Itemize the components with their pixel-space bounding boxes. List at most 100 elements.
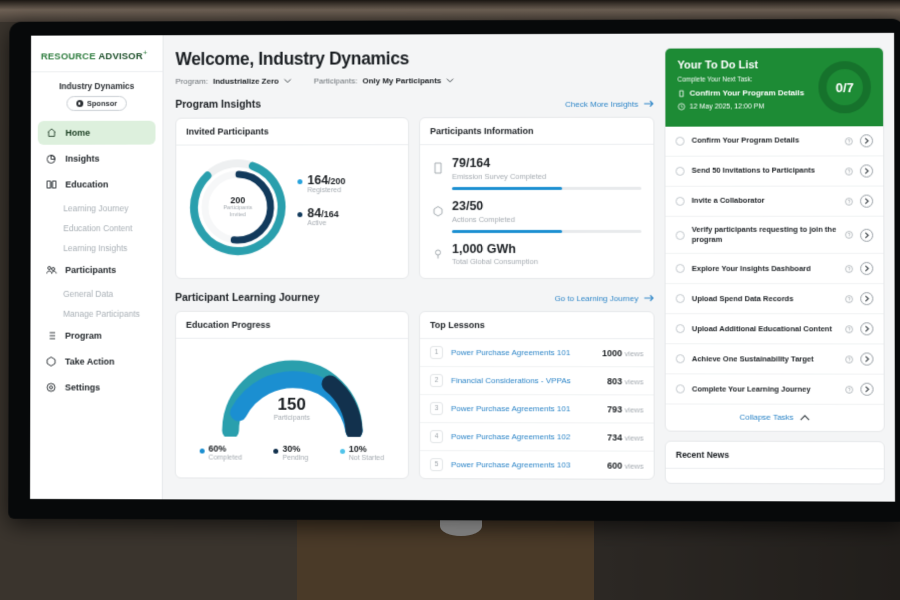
collapse-tasks-button[interactable]: Collapse Tasks xyxy=(666,405,884,432)
checkbox-icon[interactable] xyxy=(675,294,685,304)
donut-center-caption-1: Participants xyxy=(223,205,253,212)
checkbox-icon[interactable] xyxy=(675,230,685,240)
sidebar-subitem-learning-journey[interactable]: Learning Journey xyxy=(63,203,129,214)
donut-row: 200 Participants Invited xyxy=(186,155,398,259)
sponsor-badge-wrap: Sponsor xyxy=(31,96,163,119)
todo-item-go-button[interactable] xyxy=(860,194,874,208)
checkbox-icon[interactable] xyxy=(675,384,685,394)
checkbox-icon[interactable] xyxy=(675,166,685,176)
todo-item[interactable]: Achieve One Sustainability Target xyxy=(665,344,884,375)
list-icon xyxy=(45,330,57,342)
sidebar-item-label: Participants xyxy=(65,265,117,276)
sidebar-item-label: Program xyxy=(65,330,102,341)
sidebar-subitem-general-data[interactable]: General Data xyxy=(63,289,114,300)
todo-item-go-button[interactable] xyxy=(860,292,874,306)
todo-header: Your To Do List Complete Your Next Task:… xyxy=(665,47,884,127)
todo-item[interactable]: Invite a Collaborator xyxy=(665,186,884,217)
table-row[interactable]: 3 Power Purchase Agreements 101 793 view… xyxy=(419,395,654,424)
sidebar-item-participants[interactable]: Participants xyxy=(37,258,155,282)
checkbox-icon[interactable] xyxy=(675,354,685,364)
todo-item-go-button[interactable] xyxy=(859,164,874,178)
todo-item[interactable]: Verify participants requesting to join t… xyxy=(665,216,884,255)
help-icon[interactable] xyxy=(845,231,853,239)
pie-chart-icon xyxy=(46,153,58,165)
checkbox-icon[interactable] xyxy=(675,196,685,206)
checkbox-icon[interactable] xyxy=(675,324,685,334)
table-row[interactable]: 1 Power Purchase Agreements 101 1000 vie… xyxy=(419,339,654,368)
participants-filter-value: Only My Participants xyxy=(362,76,442,86)
checkbox-icon[interactable] xyxy=(675,136,685,146)
chevron-right-icon xyxy=(864,231,870,238)
recent-news-title: Recent News xyxy=(665,441,884,470)
todo-item-go-button[interactable] xyxy=(860,322,874,336)
action-icon xyxy=(432,204,444,218)
sidebar-item-settings[interactable]: Settings xyxy=(37,376,155,400)
card-title: Participants Information xyxy=(420,117,654,146)
todo-item-go-button[interactable] xyxy=(860,352,874,366)
invited-participants-card: Invited Participants xyxy=(175,117,410,280)
donut-center-caption-2: Invited xyxy=(229,212,246,219)
filter-bar: Program: Industrialize Zero Participants… xyxy=(175,76,654,86)
brand-logo[interactable]: RESOURCE ADVISOR+ xyxy=(30,43,163,73)
lesson-name[interactable]: Power Purchase Agreements 101 xyxy=(450,404,571,414)
stat-row-consumption: 1,000 GWh Total Global Consumption xyxy=(432,241,641,266)
lesson-name[interactable]: Power Purchase Agreements 103 xyxy=(450,460,571,470)
sidebar-item-home[interactable]: Home xyxy=(37,120,156,145)
donut-center-number: 200 xyxy=(230,195,246,206)
brand-superscript: + xyxy=(142,48,148,58)
stat-row-actions: 23/50 Actions Completed xyxy=(432,199,641,224)
todo-item[interactable]: Upload Spend Data Records xyxy=(665,284,884,315)
participants-filter[interactable]: Participants: Only My Participants xyxy=(314,76,455,86)
todo-item-go-button[interactable] xyxy=(859,134,874,148)
learning-cards-row: Education Progress 150 Parti xyxy=(174,311,655,481)
sidebar-item-education[interactable]: Education xyxy=(38,173,156,197)
program-filter[interactable]: Program: Industrialize Zero xyxy=(175,77,292,86)
gauge-center-caption: Participants xyxy=(273,414,310,423)
todo-item[interactable]: Explore Your Insights Dashboard xyxy=(665,254,884,285)
table-row[interactable]: 5 Power Purchase Agreements 103 600 view… xyxy=(420,451,654,479)
todo-item[interactable]: Confirm Your Program Details xyxy=(665,126,884,157)
todo-item[interactable]: Send 50 Invitations to Participants xyxy=(665,156,884,187)
sidebar-subitem-education-content[interactable]: Education Content xyxy=(63,223,133,234)
todo-item-go-button[interactable] xyxy=(860,228,874,242)
views-word: views xyxy=(624,377,644,387)
views-count: 793 xyxy=(607,404,623,415)
help-icon[interactable] xyxy=(845,325,853,333)
todo-column: Your To Do List Complete Your Next Task:… xyxy=(664,46,885,485)
monitor-stand-foot xyxy=(440,516,482,536)
lesson-rank: 5 xyxy=(429,458,443,472)
sidebar-subitem-manage-participants[interactable]: Manage Participants xyxy=(63,308,140,319)
help-icon[interactable] xyxy=(845,167,853,175)
go-to-learning-journey-link[interactable]: Go to Learning Journey xyxy=(555,294,655,303)
legend-number: 164 xyxy=(307,173,329,188)
sidebar-item-take-action[interactable]: Take Action xyxy=(37,350,155,374)
card-title: Invited Participants xyxy=(176,118,409,146)
brand-word-1: RESOURCE xyxy=(40,51,96,63)
program-insights-header: Program Insights Check More Insights xyxy=(175,98,654,111)
lesson-name[interactable]: Financial Considerations - VPPAs xyxy=(450,376,571,386)
todo-item-go-button[interactable] xyxy=(860,262,874,276)
help-icon[interactable] xyxy=(845,137,853,145)
help-icon[interactable] xyxy=(845,355,853,363)
lesson-name[interactable]: Power Purchase Agreements 101 xyxy=(450,348,571,358)
legend-total: /200 xyxy=(328,176,346,187)
help-icon[interactable] xyxy=(845,265,853,273)
check-more-insights-link[interactable]: Check More Insights xyxy=(565,99,654,108)
help-icon[interactable] xyxy=(845,385,853,393)
todo-item[interactable]: Upload Additional Educational Content xyxy=(665,314,884,345)
section-title: Program Insights xyxy=(175,98,262,111)
lesson-name[interactable]: Power Purchase Agreements 102 xyxy=(450,432,571,442)
table-row[interactable]: 4 Power Purchase Agreements 102 734 view… xyxy=(419,423,654,452)
sponsor-badge[interactable]: Sponsor xyxy=(66,96,128,112)
invited-donut-chart: 200 Participants Invited xyxy=(186,155,289,259)
sidebar-subitem-learning-insights[interactable]: Learning Insights xyxy=(63,243,128,254)
sidebar-item-insights[interactable]: Insights xyxy=(38,147,156,171)
todo-item-go-button[interactable] xyxy=(860,382,874,397)
table-row[interactable]: 2 Financial Considerations - VPPAs 803 v… xyxy=(419,367,654,396)
checkbox-icon[interactable] xyxy=(675,264,685,274)
sidebar-item-label: Home xyxy=(65,127,91,138)
help-icon[interactable] xyxy=(845,295,853,303)
todo-item[interactable]: Complete Your Learning Journey xyxy=(665,374,884,406)
help-icon[interactable] xyxy=(845,197,853,205)
sidebar-item-program[interactable]: Program xyxy=(37,324,155,348)
